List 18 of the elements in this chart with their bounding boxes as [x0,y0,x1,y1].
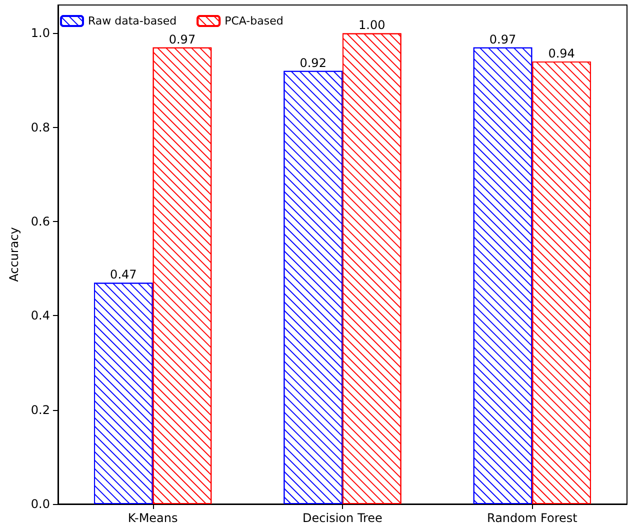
y-tick-label: 0.2 [30,402,50,417]
data-label: 0.92 [300,56,326,70]
y-tick-label: 0.4 [30,308,50,323]
data-label: 0.47 [110,268,137,282]
data-label: 0.94 [548,46,575,60]
x-tick-label: K-Means [128,511,178,524]
legend-label: PCA-based [224,14,284,28]
x-tick-label: Decision Tree [302,511,382,524]
legend-label: Raw data-based [88,14,177,28]
data-label: 0.97 [489,32,516,46]
y-tick-label: 0.0 [30,497,50,511]
data-label: 0.97 [168,32,196,46]
data-label: 1.00 [358,18,386,32]
y-tick-label: 1.0 [30,26,50,40]
x-tick-label: Random Forest [487,511,578,524]
y-tick-label: 0.6 [30,214,50,229]
y-axis-title: Accuracy [7,227,21,282]
y-tick-label: 0.8 [30,120,50,134]
